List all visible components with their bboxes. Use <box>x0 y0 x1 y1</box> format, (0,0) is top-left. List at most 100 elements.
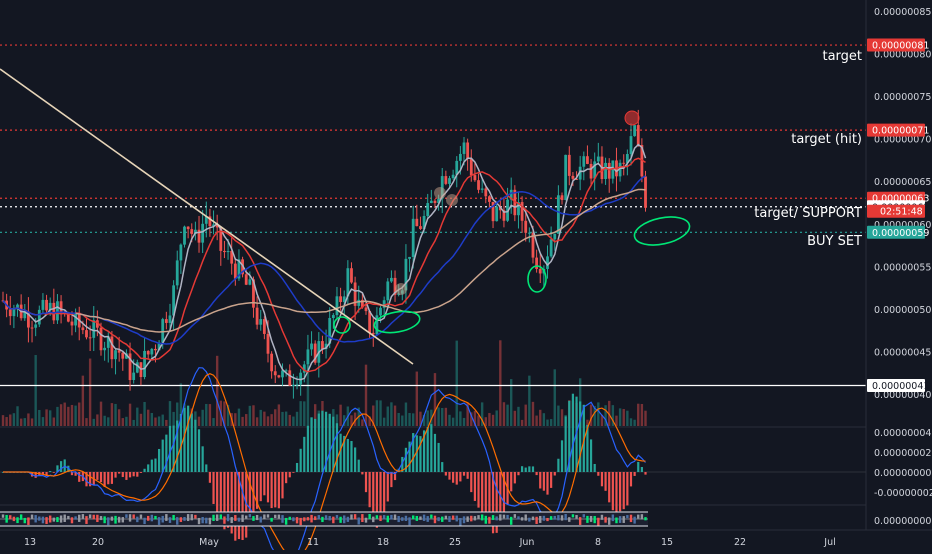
candle-body[interactable] <box>321 341 324 350</box>
candle-body[interactable] <box>70 321 74 326</box>
candle-body[interactable] <box>596 156 600 162</box>
annotation-buy-set[interactable]: BUY SET <box>807 234 862 249</box>
candle-body[interactable] <box>375 315 379 335</box>
candle-body[interactable] <box>157 342 161 351</box>
candle-body[interactable] <box>48 302 52 311</box>
candle-body[interactable] <box>531 232 535 258</box>
candle-body[interactable] <box>520 202 524 221</box>
candle-body[interactable] <box>477 180 480 190</box>
candle-body[interactable] <box>404 258 408 291</box>
candle-body[interactable] <box>488 196 491 202</box>
candle-body[interactable] <box>132 372 136 381</box>
candle-body[interactable] <box>625 154 629 163</box>
candle-body[interactable] <box>644 176 647 208</box>
candle-body[interactable] <box>37 309 41 325</box>
candle-body[interactable] <box>110 336 114 360</box>
candle-body[interactable] <box>310 343 313 350</box>
candle-body[interactable] <box>546 256 549 269</box>
candle-body[interactable] <box>95 320 99 328</box>
candle-body[interactable] <box>444 176 448 184</box>
candle-body[interactable] <box>382 300 386 308</box>
candle-body[interactable] <box>451 174 455 179</box>
candle-body[interactable] <box>66 313 70 322</box>
candle-body[interactable] <box>266 333 270 354</box>
candle-body[interactable] <box>252 279 255 308</box>
candle-body[interactable] <box>150 348 154 355</box>
candle-body[interactable] <box>419 226 422 229</box>
candle-body[interactable] <box>491 201 495 222</box>
candle-body[interactable] <box>193 229 197 234</box>
candle-body[interactable] <box>292 385 295 387</box>
candle-body[interactable] <box>604 162 607 179</box>
candle-body[interactable] <box>186 226 190 230</box>
candle-body[interactable] <box>81 327 85 331</box>
candle-body[interactable] <box>379 307 382 316</box>
candle-body[interactable] <box>582 156 586 167</box>
candle-body[interactable] <box>106 336 110 348</box>
candle-body[interactable] <box>571 175 575 179</box>
candle-body[interactable] <box>23 311 27 319</box>
candle-body[interactable] <box>371 332 375 335</box>
macd-signal-line[interactable] <box>3 373 646 554</box>
candle-body[interactable] <box>353 282 357 306</box>
candle-body[interactable] <box>103 347 107 351</box>
candle-body[interactable] <box>302 364 306 373</box>
candle-body[interactable] <box>618 162 622 177</box>
peak-marker-circle[interactable] <box>624 110 640 126</box>
price-label-badge[interactable] <box>867 378 925 392</box>
candle-body[interactable] <box>357 299 361 306</box>
candle-body[interactable] <box>433 200 437 204</box>
candle-body[interactable] <box>575 178 578 180</box>
candle-body[interactable] <box>564 154 568 201</box>
candle-body[interactable] <box>12 309 16 317</box>
candle-body[interactable] <box>117 350 121 353</box>
candle-body[interactable] <box>586 156 589 164</box>
highlight-ellipse[interactable] <box>527 265 547 293</box>
candle-body[interactable] <box>135 362 139 373</box>
candle-body[interactable] <box>8 309 12 317</box>
candle-body[interactable] <box>175 260 179 286</box>
candle-body[interactable] <box>622 162 626 164</box>
candle-body[interactable] <box>244 274 248 285</box>
candle-body[interactable] <box>125 353 128 359</box>
candle-body[interactable] <box>284 370 288 372</box>
candle-body[interactable] <box>509 189 513 200</box>
candle-body[interactable] <box>212 224 215 227</box>
candle-body[interactable] <box>328 318 332 344</box>
highlight-ellipse[interactable] <box>632 212 692 249</box>
candle-body[interactable] <box>611 160 615 179</box>
candle-body[interactable] <box>331 315 335 319</box>
candle-body[interactable] <box>593 161 597 179</box>
descending-trendline[interactable] <box>0 68 414 365</box>
candle-body[interactable] <box>288 370 292 386</box>
candle-body[interactable] <box>230 250 234 264</box>
candle-body[interactable] <box>99 327 103 351</box>
peak-marker-circle[interactable] <box>446 194 458 206</box>
highlight-ellipse[interactable] <box>373 308 422 336</box>
annotation-target-hit[interactable]: target (hit) <box>791 132 862 147</box>
candle-body[interactable] <box>364 307 368 312</box>
candle-body[interactable] <box>30 327 34 329</box>
candle-body[interactable] <box>255 307 259 325</box>
candle-body[interactable] <box>553 233 557 240</box>
candle-body[interactable] <box>408 256 411 259</box>
candle-body[interactable] <box>59 301 63 312</box>
candle-body[interactable] <box>88 337 92 339</box>
peak-marker-circle[interactable] <box>434 187 446 199</box>
candle-body[interactable] <box>607 162 611 179</box>
candle-body[interactable] <box>386 281 390 301</box>
candle-body[interactable] <box>324 343 328 350</box>
candle-body[interactable] <box>215 224 219 228</box>
candle-body[interactable] <box>469 158 473 176</box>
candle-body[interactable] <box>27 311 30 328</box>
candle-body[interactable] <box>549 239 553 257</box>
candle-body[interactable] <box>578 166 582 180</box>
candle-body[interactable] <box>146 350 150 355</box>
candle-body[interactable] <box>437 198 440 204</box>
candle-body[interactable] <box>219 227 223 251</box>
candle-body[interactable] <box>480 188 484 190</box>
candle-body[interactable] <box>197 229 201 243</box>
candle-body[interactable] <box>273 371 277 376</box>
candle-body[interactable] <box>223 250 226 253</box>
candle-body[interactable] <box>466 142 470 159</box>
